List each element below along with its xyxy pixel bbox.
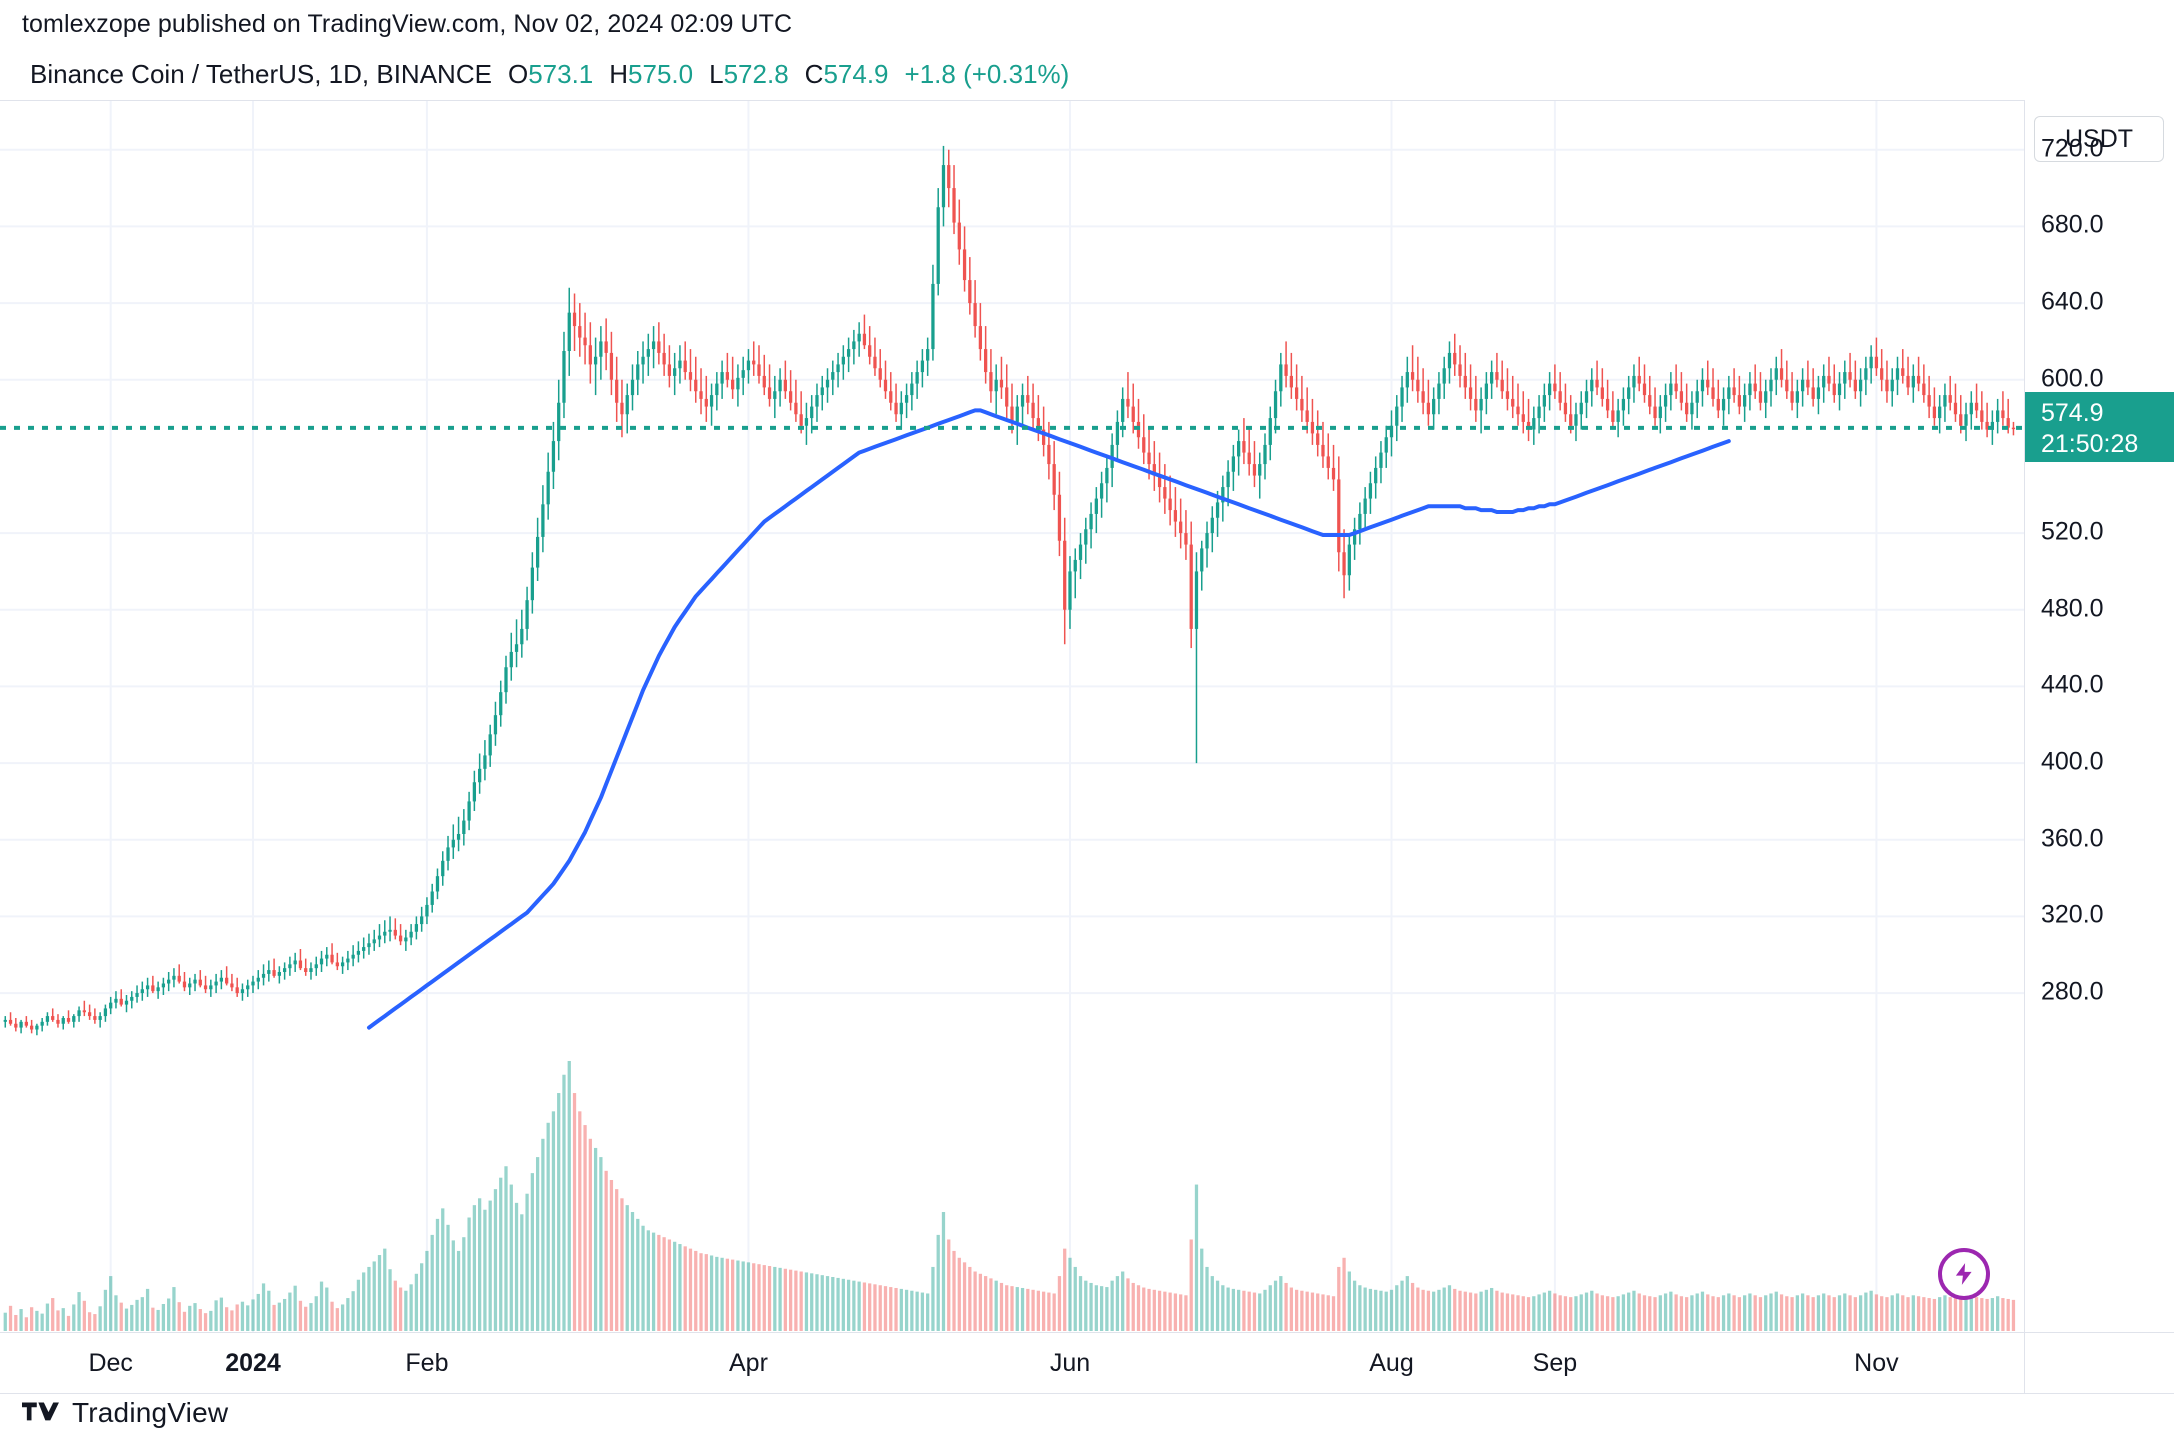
time-tick: Dec [88,1349,133,1377]
price-scale[interactable]: USDT 720.0 680.0 640.0 600.0 520.0 480.0 440.0… [2024,100,2174,1332]
time-tick: Sep [1532,1349,1578,1377]
price-tick: 400.0 [2041,747,2104,776]
tradingview-wordmark: TradingView [72,1397,229,1428]
low-value: 572.8 [723,58,789,89]
time-tick: 2024 [225,1349,281,1377]
high-key: H [609,58,629,89]
lightning-bolt-icon[interactable] [1938,1248,1990,1300]
current-price-tag: 574.9 21:50:28 [2025,391,2174,462]
legend-open: O573.1 [508,59,593,90]
candlestick-svg [0,101,2024,1333]
chart-legend: Binance Coin / TetherUS, 1D, BINANCE O57… [0,48,1069,100]
low-key: L [709,58,724,89]
price-tick: 520.0 [2041,517,2104,546]
price-tick: 320.0 [2041,900,2104,929]
open-value: 573.1 [528,58,594,89]
price-tick: 480.0 [2041,594,2104,623]
attribution-text: tomlexzope published on TradingView.com,… [22,9,793,38]
legend-change-value: +1.8 (+0.31%) [904,58,1070,89]
legend-high: H575.0 [609,59,693,90]
legend-close: C574.9 [805,59,889,90]
legend-symbol-label[interactable]: Binance Coin / TetherUS, 1D, BINANCE [30,58,492,89]
time-tick: Apr [729,1349,768,1377]
price-tick: 680.0 [2041,210,2104,239]
open-key: O [507,58,529,89]
time-tick: Jun [1049,1349,1091,1377]
time-scale[interactable]: Dec 2024 Feb Apr Jun Aug Sep Nov [0,1332,2024,1394]
time-tick: Aug [1369,1349,1414,1377]
high-value: 575.0 [628,58,694,89]
price-tick: 600.0 [2041,364,2104,393]
price-tick: 640.0 [2041,287,2104,316]
legend-low: L572.8 [709,59,789,90]
time-tick: Nov [1854,1349,1899,1377]
price-tick: 280.0 [2041,977,2104,1006]
currency-badge[interactable]: USDT [2034,116,2164,162]
price-tick: 360.0 [2041,824,2104,853]
chart-plot-area[interactable] [0,100,2024,1333]
close-value: 574.9 [823,58,889,89]
time-scale-corner [2024,1332,2174,1394]
bar-countdown: 21:50:28 [2041,429,2139,458]
time-tick: Feb [405,1349,449,1377]
price-tick: 440.0 [2041,670,2104,699]
tradingview-footer: TradingView [22,1394,228,1432]
bolt-glyph [1955,1263,1972,1285]
close-key: C [804,58,824,89]
price-tick: 720.0 [2041,134,2104,163]
current-price-value: 574.9 [2041,398,2104,427]
tradingview-logo-icon [22,1402,59,1421]
